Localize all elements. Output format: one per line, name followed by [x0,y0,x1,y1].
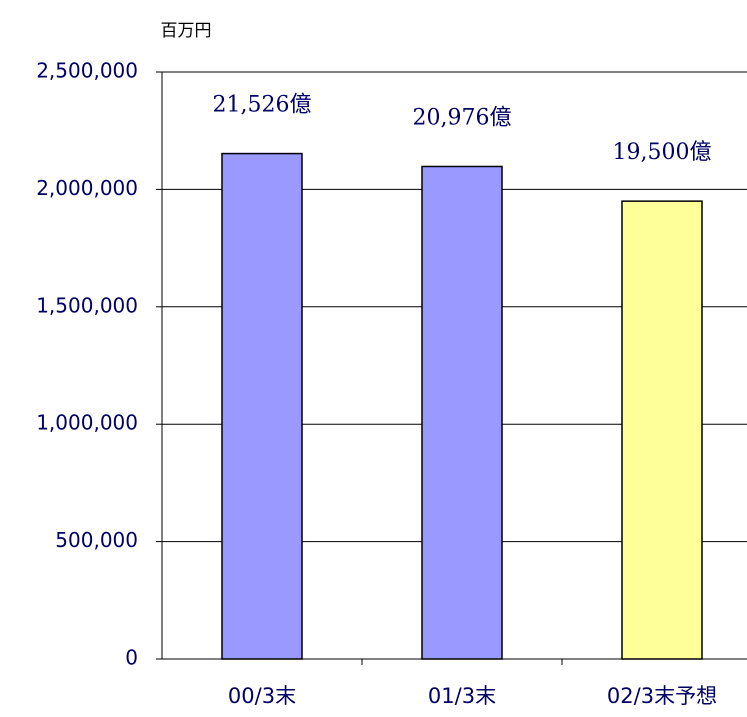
y-tick-label: 1,500,000 [36,293,138,317]
value-label: 20,976億 [413,105,512,130]
y-tick-label: 1,000,000 [36,411,138,435]
y-tick-label: 0 [125,646,138,670]
value-label: 19,500億 [613,140,712,165]
x-tick-label: 00/3末 [228,684,296,708]
y-axis-unit: 百万円 [161,21,212,41]
y-tick-label: 2,000,000 [36,176,138,200]
x-tick-label: 02/3末予想 [607,684,717,708]
value-label: 21,526億 [213,93,312,118]
bar [421,165,503,660]
x-tick-label: 01/3末 [428,684,496,708]
y-tick-label: 500,000 [55,528,138,552]
y-tick-label: 2,500,000 [36,59,138,83]
bar [621,200,703,660]
bar [221,152,303,660]
